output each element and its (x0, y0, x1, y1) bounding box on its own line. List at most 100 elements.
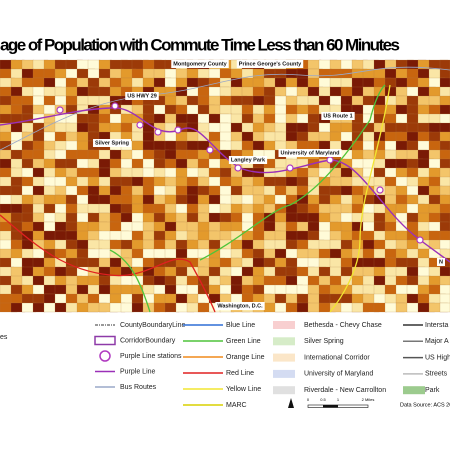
transit-line (0, 107, 450, 263)
place-label: University of Maryland (278, 149, 342, 157)
station (326, 156, 334, 164)
map: Montgomery County Prince George's County U… (0, 59, 450, 313)
tract (87, 158, 100, 169)
tract (0, 86, 13, 98)
legend-label: Riverdale - New Carrollton (304, 387, 386, 394)
tract (0, 203, 13, 214)
map-title: age of Population with Commute Time Less… (0, 35, 400, 54)
tract (230, 194, 244, 205)
tract (164, 239, 177, 251)
tract (439, 302, 450, 313)
north-arrow (288, 398, 294, 408)
legend-swatch (99, 350, 111, 362)
tract (109, 239, 123, 251)
tract (131, 131, 145, 143)
place-label-text: N (439, 259, 443, 265)
legend-label: Major A (425, 338, 449, 345)
tract (329, 194, 343, 206)
station (154, 128, 162, 136)
tract (340, 86, 353, 98)
tract (43, 167, 57, 178)
place-label-text: Silver Spring (95, 140, 129, 146)
tract (373, 302, 387, 313)
scale-label: 0.5 (320, 397, 326, 402)
label-box (228, 156, 268, 164)
tract (329, 77, 343, 88)
label-box (437, 258, 445, 266)
tract (43, 302, 56, 313)
station (416, 236, 424, 244)
label-box (171, 60, 229, 68)
tract (230, 176, 244, 187)
legend-swatch (273, 369, 295, 378)
tract (230, 257, 243, 268)
tract (65, 302, 78, 313)
legend-label: Orange Line (226, 354, 265, 361)
tract (120, 158, 133, 169)
station (174, 126, 182, 134)
tract (43, 185, 57, 197)
tract (373, 167, 387, 178)
station (206, 146, 214, 154)
place-label-text: Washington, D.C. (217, 303, 263, 309)
tract (230, 284, 244, 295)
label-box (236, 60, 304, 68)
tract (32, 302, 46, 313)
place-label: N (437, 258, 445, 266)
tract (395, 302, 408, 313)
tract (406, 302, 420, 313)
place-label-text: Prince George's County (239, 61, 302, 67)
legend-label: Streets (425, 371, 448, 378)
legend-swatch (273, 386, 295, 395)
tract (439, 176, 450, 187)
legend-swatch (94, 335, 116, 346)
legend-swatch (403, 386, 425, 395)
transit-line (0, 214, 216, 313)
legend-label: Bethesda - Chevy Chase (304, 322, 382, 329)
place-label-text: US HWY 29 (127, 93, 157, 99)
station (111, 102, 119, 110)
place-label: Langley Park (228, 156, 268, 164)
tract (252, 176, 266, 187)
legend-label: es (0, 334, 8, 341)
transit-line (199, 84, 386, 261)
legend-label: Park (425, 387, 440, 394)
station (234, 164, 242, 172)
legend-label: MARC (226, 402, 247, 409)
place-label: US Route 1 (321, 112, 355, 120)
legend-label: CountyBoundaryLine (120, 322, 185, 329)
tract (32, 122, 46, 133)
legend-swatch (273, 337, 295, 346)
tract (87, 257, 100, 269)
legend-label: Yellow Line (226, 386, 261, 393)
tract (307, 302, 321, 313)
scale-label: 2 Miles (362, 397, 375, 402)
label-box (125, 92, 159, 100)
tract (406, 167, 420, 178)
tract (120, 302, 134, 313)
tract (362, 149, 375, 161)
transit-line (0, 66, 450, 151)
legend-label: Intersta (425, 322, 448, 329)
place-label: US HWY 29 (125, 92, 159, 100)
place-label-text: Montgomery County (173, 61, 227, 67)
place-label-text: University of Maryland (281, 150, 340, 156)
tract (153, 302, 166, 313)
tract (65, 140, 78, 151)
station (376, 186, 384, 194)
transit-line (329, 84, 391, 313)
label-box (278, 149, 342, 157)
place-label: Washington, D.C. (215, 302, 265, 310)
tract (120, 239, 133, 251)
tract (10, 140, 23, 151)
legend-label: Blue Line (226, 322, 255, 329)
tract (329, 266, 342, 277)
legend-label: Green Line (226, 338, 261, 345)
legend-swatch (273, 321, 295, 329)
legend-label: International Corridor (304, 354, 370, 361)
place-label-text: US Route 1 (323, 113, 352, 119)
data-source: Data Source: ACS 200 (400, 402, 450, 408)
legend-label: Purple Line (120, 368, 156, 375)
tract (98, 68, 111, 79)
transit-line (109, 249, 151, 313)
